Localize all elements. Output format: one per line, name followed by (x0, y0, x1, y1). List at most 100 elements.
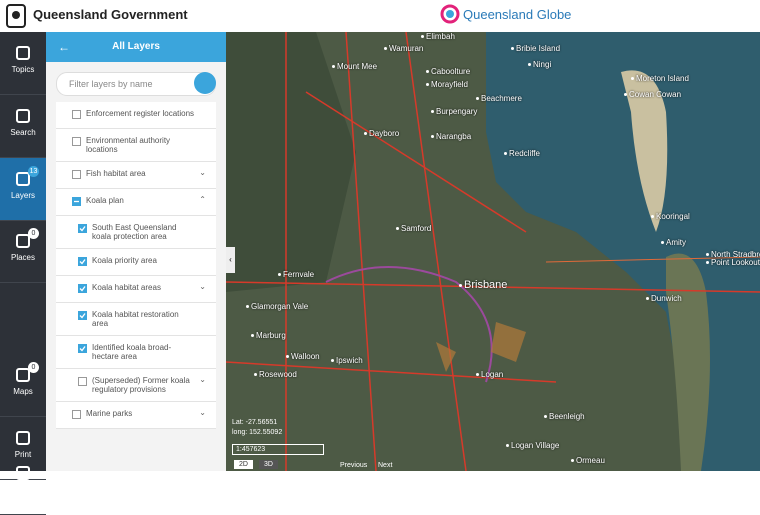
checkbox[interactable] (72, 170, 81, 179)
nav-label: Search (10, 128, 36, 137)
nav-item[interactable]: Places 0 (0, 220, 46, 283)
place-label: North Stradbroke (706, 250, 760, 259)
nav-icon (16, 368, 30, 382)
nav-item[interactable]: Help (0, 452, 46, 515)
back-arrow[interactable]: ← (58, 40, 70, 54)
nav-label: Print (14, 450, 32, 459)
checkbox[interactable] (72, 410, 81, 419)
checkbox[interactable] (78, 311, 87, 320)
nav-badge: 13 (28, 166, 39, 177)
filter-input[interactable]: Filter layers by name (56, 72, 216, 96)
header: Queensland Government Queensland Globe (0, 0, 760, 33)
nav-icon (16, 431, 30, 445)
layer-label: Koala habitat restoration area (92, 310, 179, 328)
nav-icon (16, 466, 30, 480)
checkbox[interactable] (78, 284, 87, 293)
place-label: Rosewood (254, 370, 297, 379)
layer-row[interactable]: South East Queensland koala protection a… (56, 216, 216, 249)
place-label: Walloon (286, 352, 320, 361)
layer-row[interactable]: Enforcement register locations (56, 102, 216, 129)
nav-item[interactable]: Maps 0 (0, 354, 46, 417)
map-imagery (226, 32, 760, 471)
place-label: Bribie Island (511, 44, 560, 53)
panel-header: ← All Layers (46, 32, 226, 62)
next[interactable]: Next (378, 462, 393, 469)
globe-logo (440, 4, 460, 24)
layer-label: Fish habitat area (86, 169, 146, 178)
layer-row[interactable]: Koala habitat areas ⌄ (56, 276, 216, 303)
nav-label: Places (10, 253, 35, 262)
nav-icon (16, 109, 30, 123)
place-label: Marburg (251, 331, 286, 340)
nav-label: Layers (10, 191, 35, 200)
place-label: Point Lookout (706, 258, 760, 267)
checkbox[interactable] (78, 224, 87, 233)
app-title: Queensland Globe (463, 7, 572, 22)
nav-label: Maps (13, 387, 33, 396)
layer-row[interactable]: Koala priority area (56, 249, 216, 276)
longitude: long: 152.55092 (232, 429, 283, 436)
place-label: Logan Village (506, 441, 559, 450)
layer-label: Koala habitat areas (92, 283, 161, 292)
filter-button[interactable] (194, 72, 216, 94)
mode-2d[interactable]: 2D (234, 460, 253, 469)
crest (6, 4, 26, 28)
scale: 1:457623 (232, 444, 324, 455)
checkbox[interactable] (78, 344, 87, 353)
nav-icon (16, 234, 30, 248)
place-label: Dunwich (646, 294, 682, 303)
layer-panel: ← All Layers Filter layers by name Enforc… (46, 32, 226, 471)
layer-label: Marine parks (86, 409, 133, 418)
place-label: Beachmere (476, 94, 522, 103)
nav-item[interactable]: Layers 13 (0, 158, 46, 221)
expand-toggle[interactable]: ⌄ (199, 282, 206, 291)
place-label: Beenleigh (544, 412, 585, 421)
latitude: Lat: -27.56551 (232, 419, 278, 426)
place-label: Amity (661, 238, 686, 247)
layer-row[interactable]: Koala habitat restoration area (56, 303, 216, 336)
layer-row[interactable]: Koala plan ⌃ (56, 189, 216, 216)
layer-label: Koala plan (86, 196, 124, 205)
checkbox[interactable] (78, 257, 87, 266)
layer-label: Enforcement register locations (86, 109, 195, 118)
expand-toggle[interactable]: ⌃ (199, 195, 206, 204)
place-label: Redcliffe (504, 149, 540, 158)
layer-row[interactable]: Fish habitat area ⌄ (56, 162, 216, 189)
expand-toggle[interactable]: ⌄ (199, 168, 206, 177)
mode-3d[interactable]: 3D (259, 460, 278, 469)
place-label: Morayfield (426, 80, 468, 89)
expand-toggle[interactable]: ⌄ (199, 375, 206, 384)
place-label: Samford (396, 224, 431, 233)
nav-item[interactable]: Search (0, 95, 46, 158)
place-label: Narangba (431, 132, 471, 141)
place-label: Elimbah (421, 32, 455, 41)
place-label: Caboolture (426, 67, 470, 76)
place-label: Fernvale (278, 270, 314, 279)
place-label: Mount Mee (332, 62, 377, 71)
checkbox[interactable] (78, 377, 87, 386)
place-label: Dayboro (364, 129, 399, 138)
page: Queensland Government Queensland Globe T… (0, 0, 760, 471)
place-label: Wamuran (384, 44, 423, 53)
layer-row[interactable]: Marine parks ⌄ (56, 402, 216, 429)
nav-item[interactable]: Topics (0, 32, 46, 95)
place-label: Logan (476, 370, 503, 379)
side-nav: Topics Search Layers 13 Places 0 Maps 0 Print Hel… (0, 32, 46, 515)
layer-row[interactable]: (Superseded) Former koala regulatory pro… (56, 369, 216, 402)
checkbox[interactable] (72, 110, 81, 119)
layer-label: South East Queensland koala protection a… (92, 223, 177, 241)
checkbox[interactable] (72, 197, 81, 206)
place-label: Ipswich (331, 356, 363, 365)
checkbox[interactable] (72, 137, 81, 146)
previous[interactable]: Previous (340, 462, 368, 469)
layer-label: Koala priority area (92, 256, 157, 265)
layer-label: Identified koala broad-hectare area (92, 343, 172, 361)
map[interactable]: ‹ Elimbah Wamuran Mount Mee Bribie Island Ni… (226, 32, 760, 471)
expand-toggle[interactable]: ⌄ (199, 408, 206, 417)
collapse-toggle[interactable]: ‹ (226, 247, 235, 273)
place-label: Ningi (528, 60, 551, 69)
nav-icon (16, 46, 30, 60)
place-label: Kooringal (651, 212, 690, 221)
layer-row[interactable]: Identified koala broad-hectare area (56, 336, 216, 369)
layer-row[interactable]: Environmental authority locations (56, 129, 216, 162)
